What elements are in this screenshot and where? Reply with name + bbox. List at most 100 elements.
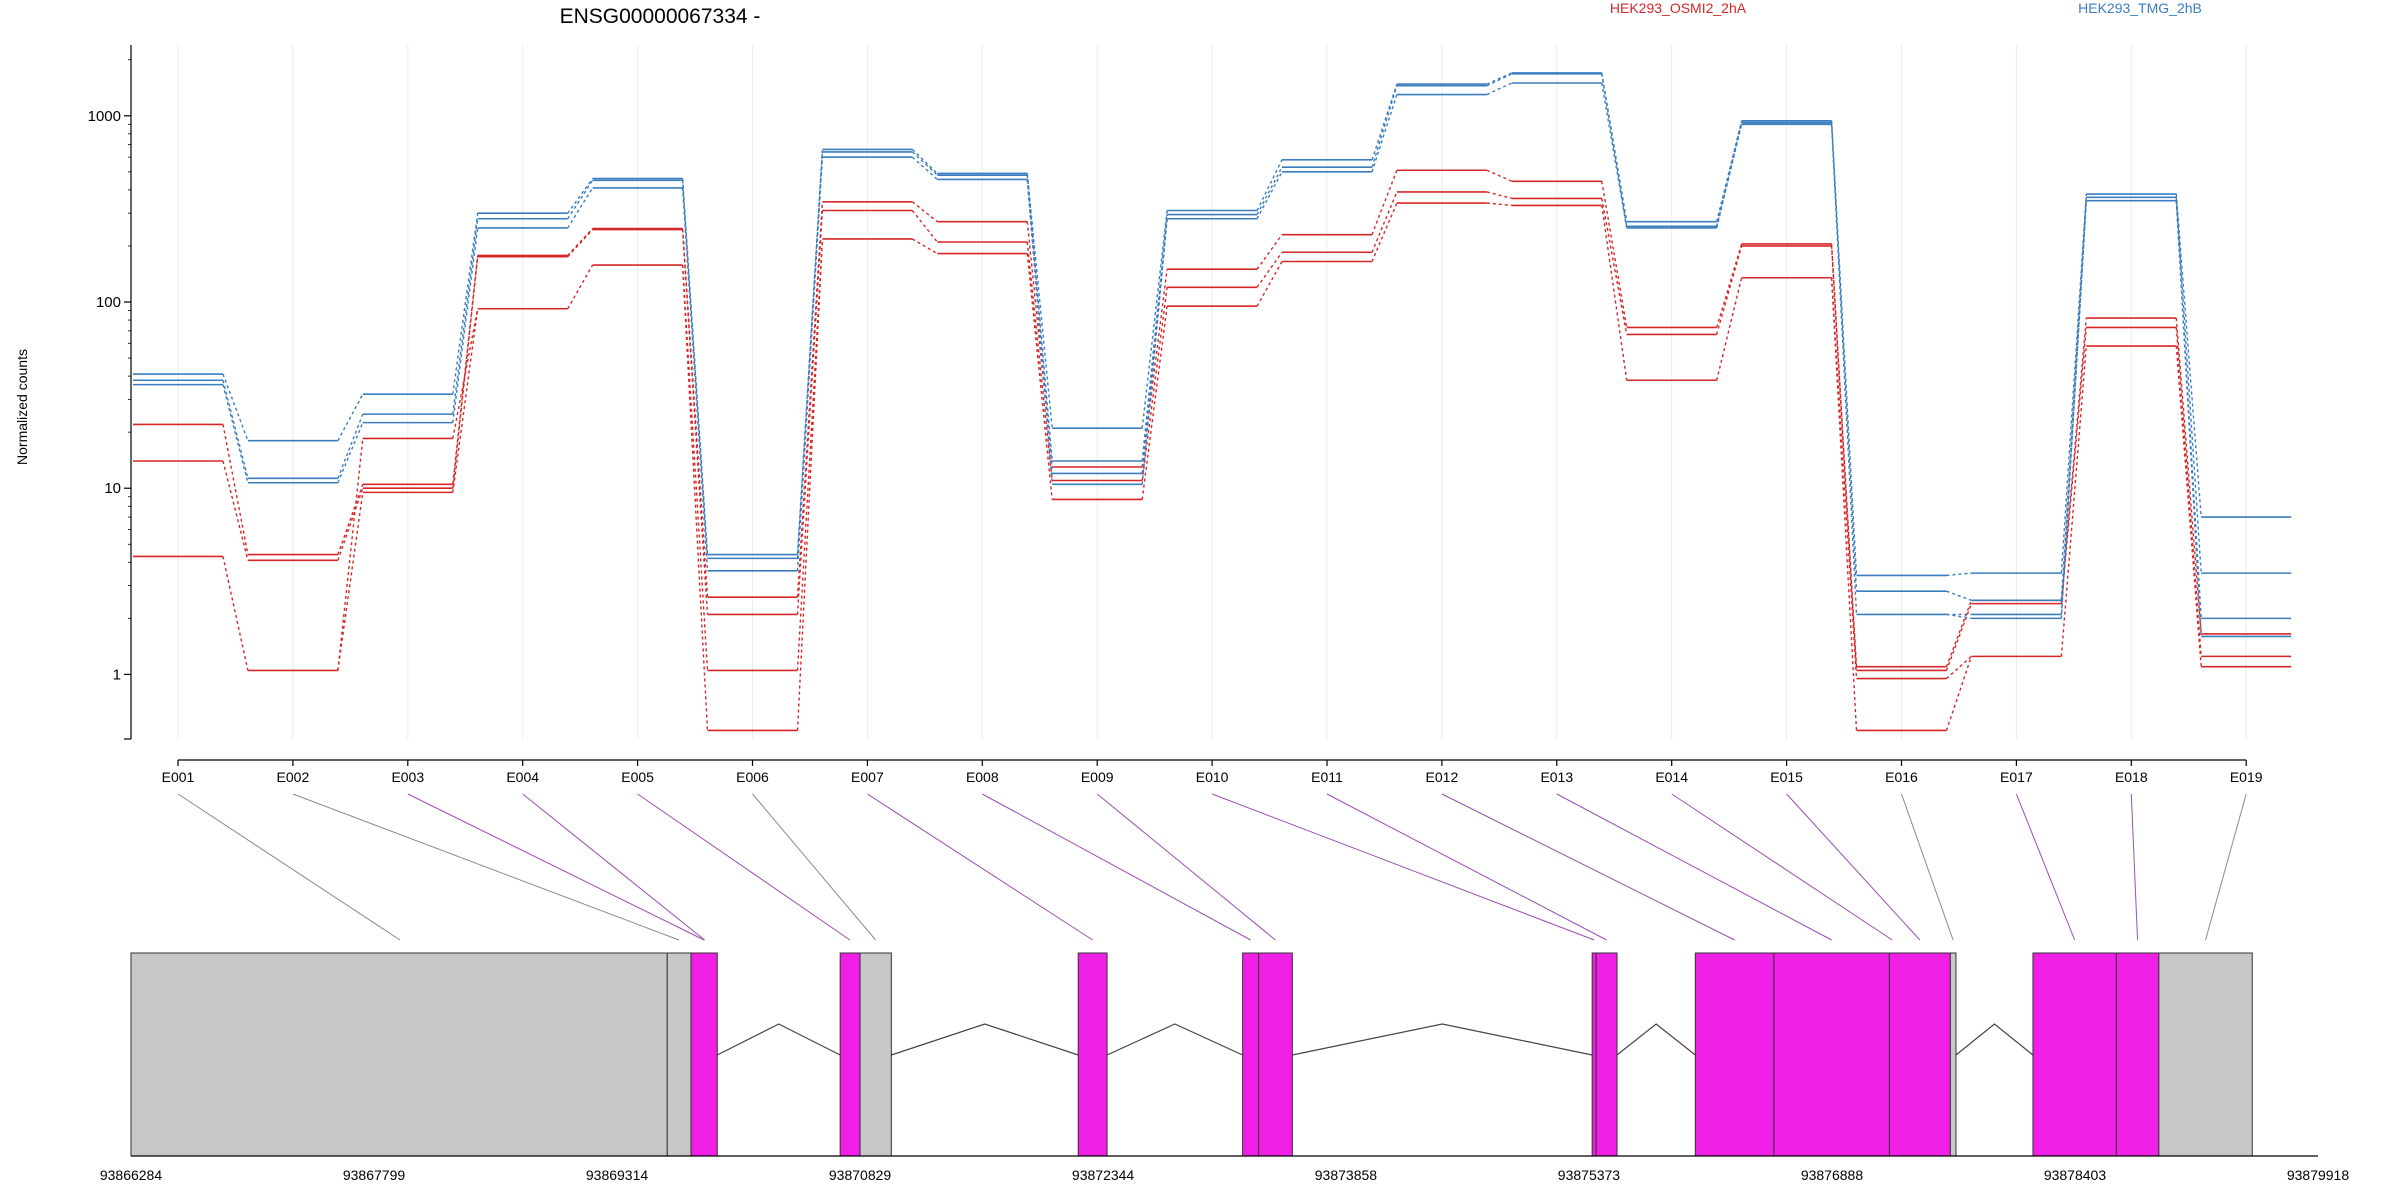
series-transition xyxy=(796,238,824,731)
connector-e001 xyxy=(177,793,401,941)
coord-label-0: 93866284 xyxy=(100,1167,163,1183)
series-transition xyxy=(1601,181,1628,328)
x-tick-label-e009: E009 xyxy=(1081,769,1114,785)
series-transition xyxy=(796,210,824,615)
series-transition xyxy=(1371,191,1398,253)
series-transition xyxy=(222,460,249,561)
series-transition xyxy=(452,308,479,493)
series-transition xyxy=(1026,179,1053,485)
series-transition xyxy=(452,308,479,439)
exon-block xyxy=(1595,952,1618,1157)
series-transition xyxy=(1486,169,1513,182)
series-transition xyxy=(567,228,594,256)
exon-block xyxy=(2115,952,2160,1157)
utr-block xyxy=(666,952,692,1157)
connector-e019 xyxy=(2205,793,2247,941)
series-transition xyxy=(2175,318,2202,634)
series-transition xyxy=(796,201,824,598)
series-transition xyxy=(912,238,938,255)
x-axis: E001 E002 E003 E004 E005 E006 E007 E008 E009 E010… xyxy=(162,759,2263,785)
legend-entry-osmi2: HEK293_OSMI2_2hA xyxy=(1610,0,1747,16)
intron-line xyxy=(1106,1023,1243,1056)
x-tick-label-e019: E019 xyxy=(2230,769,2263,785)
x-tick-label-e016: E016 xyxy=(1885,769,1918,785)
series-transition xyxy=(1716,243,1743,328)
connector-e011 xyxy=(1326,793,1607,941)
intron-line xyxy=(1616,1023,1696,1056)
connector-e018 xyxy=(2130,793,2139,941)
x-tick-label-e004: E004 xyxy=(506,769,539,785)
series-osmi2-3 xyxy=(337,238,1973,732)
series-tmg-7 xyxy=(1026,179,2292,638)
exon-block xyxy=(839,952,861,1157)
series-transition xyxy=(911,210,938,243)
exon-block xyxy=(1888,952,1951,1157)
connector-e009 xyxy=(1096,793,1276,941)
exon-block xyxy=(2032,952,2117,1157)
connector-e002 xyxy=(292,793,680,941)
connector-e012 xyxy=(1441,793,1735,941)
series-transition xyxy=(1256,261,1283,307)
connector-e010 xyxy=(1211,793,1595,941)
series-transition xyxy=(911,148,938,174)
coord-label-9: 93879918 xyxy=(2287,1167,2350,1183)
coord-label-4: 93872344 xyxy=(1072,1167,1135,1183)
series-transition xyxy=(1945,603,1973,671)
coord-label-1: 93867799 xyxy=(343,1167,406,1183)
series-transition xyxy=(1256,166,1283,215)
series-transition xyxy=(567,179,594,220)
coord-label-3: 93870829 xyxy=(829,1167,892,1183)
series-transition xyxy=(1830,245,1858,671)
series-transition xyxy=(1026,173,1053,429)
series-transition xyxy=(337,422,364,484)
series-transition xyxy=(1256,159,1283,211)
series-transition xyxy=(1601,73,1628,227)
connector-e017 xyxy=(2015,793,2076,941)
x-tick-label-e010: E010 xyxy=(1196,769,1229,785)
x-tick-label-e014: E014 xyxy=(1655,769,1688,785)
series-transition xyxy=(2060,317,2087,601)
series-transition xyxy=(1256,171,1283,220)
connector-e015 xyxy=(1786,793,1921,941)
series-transition xyxy=(1371,83,1398,161)
coord-label-8: 93878403 xyxy=(2044,1167,2107,1183)
series-transition xyxy=(1371,202,1398,262)
x-tick-label-e008: E008 xyxy=(966,769,999,785)
y-axis: 1 10 100 1000 xyxy=(88,45,132,740)
series-transition xyxy=(2060,346,2087,657)
x-tick-label-e013: E013 xyxy=(1540,769,1573,785)
connector-e007 xyxy=(867,793,1093,941)
series-transition xyxy=(1830,243,1858,667)
x-tick-label-e002: E002 xyxy=(277,769,310,785)
series-transition xyxy=(1256,234,1283,270)
y-tick-label-1000: 1000 xyxy=(88,108,121,125)
series-transition xyxy=(337,484,364,555)
connector-e004 xyxy=(522,793,705,941)
series-transition xyxy=(1946,572,1972,577)
series-transition xyxy=(1830,122,1858,592)
coord-label-2: 93869314 xyxy=(586,1167,649,1183)
connector-e014 xyxy=(1671,793,1893,941)
exon-block xyxy=(1694,952,1775,1157)
series-transition xyxy=(452,213,479,395)
coord-label-5: 93873858 xyxy=(1315,1167,1378,1183)
series-transition xyxy=(1945,600,1973,667)
series-transition xyxy=(337,438,364,671)
x-tick-label-e012: E012 xyxy=(1426,769,1459,785)
connector-e016 xyxy=(1901,793,1954,941)
series-transition xyxy=(1141,210,1168,429)
series-transition xyxy=(2175,327,2202,657)
series-transition xyxy=(1601,198,1628,335)
y-tick-label-10: 10 xyxy=(104,480,121,497)
x-tick-label-e015: E015 xyxy=(1770,769,1803,785)
series-lines xyxy=(133,72,2292,732)
series-transition xyxy=(2175,197,2202,574)
x-tick-label-e001: E001 xyxy=(162,769,195,785)
series-transition xyxy=(1945,656,1973,731)
series-transition xyxy=(2060,200,2087,619)
y-tick-label-100: 100 xyxy=(96,294,121,311)
x-tick-label-e018: E018 xyxy=(2115,769,2148,785)
series-transition xyxy=(2060,327,2087,604)
utr-block xyxy=(130,952,668,1157)
